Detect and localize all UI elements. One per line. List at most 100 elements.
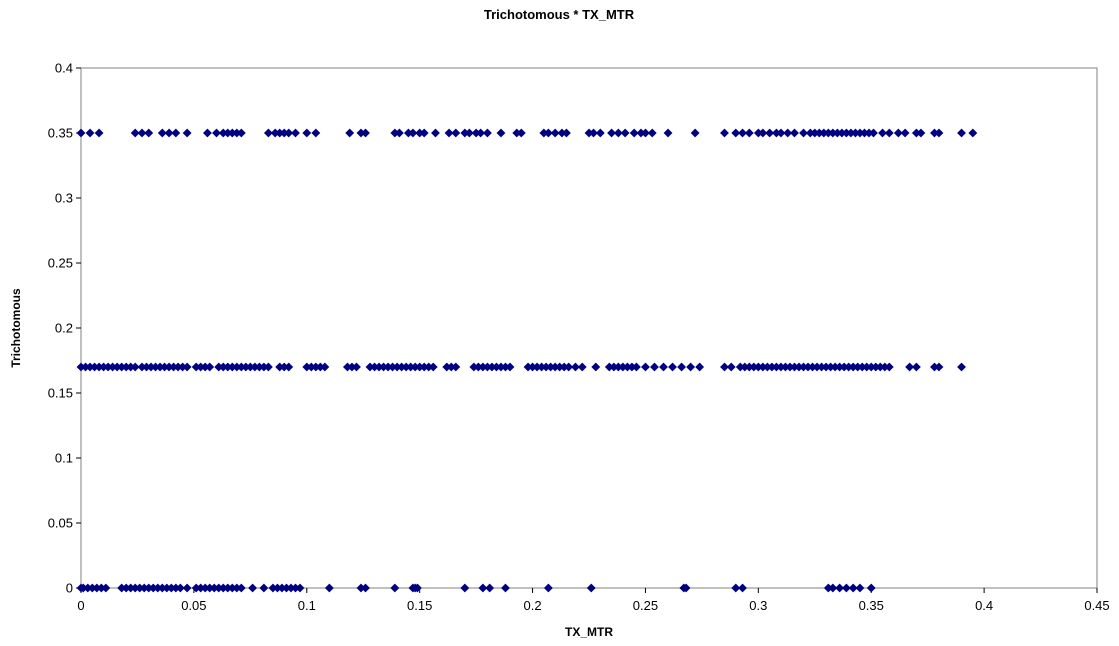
data-point — [591, 362, 601, 372]
data-point — [828, 583, 838, 593]
x-tick-label: 0.25 — [633, 598, 658, 613]
data-point — [677, 362, 686, 372]
data-point — [731, 583, 741, 593]
data-point — [835, 583, 845, 593]
data-point — [659, 362, 668, 372]
data-point — [641, 362, 650, 372]
plot-area — [80, 67, 1098, 589]
y-tick-label: 0.1 — [55, 451, 73, 466]
data-point — [776, 128, 786, 138]
data-point — [589, 128, 598, 138]
data-point — [284, 362, 294, 372]
data-point — [613, 128, 623, 138]
data-point — [957, 362, 966, 372]
data-point — [444, 128, 454, 138]
data-point — [720, 362, 729, 372]
chart-title: Trichotomous * TX_MTR — [484, 7, 635, 22]
data-point — [464, 128, 474, 138]
data-point — [934, 128, 944, 138]
x-tick-label: 0.1 — [298, 598, 316, 613]
data-point — [968, 128, 978, 138]
data-point — [650, 362, 659, 372]
data-point — [419, 128, 429, 138]
data-point — [731, 128, 741, 138]
data-point — [212, 128, 221, 138]
data-point — [550, 128, 560, 138]
data-point — [263, 128, 273, 138]
data-point — [893, 128, 903, 138]
data-point — [501, 583, 510, 593]
y-tick-label: 0.05 — [48, 516, 73, 531]
x-axis: 0 0.05 0.1 0.15 0.2 0.25 0.3 0.35 0.4 0.45 — [77, 588, 1110, 613]
data-point — [295, 583, 305, 593]
data-point — [543, 128, 553, 138]
data-point — [284, 128, 294, 138]
data-point — [516, 128, 526, 138]
data-point — [412, 583, 422, 593]
y-tick-label: 0.4 — [55, 61, 73, 76]
data-point — [175, 583, 185, 593]
data-point — [738, 583, 747, 593]
data-point — [695, 362, 705, 372]
data-point — [248, 583, 258, 593]
data-point — [505, 362, 515, 372]
data-point — [561, 128, 571, 138]
data-point — [905, 362, 915, 372]
data-point — [291, 128, 300, 138]
data-point — [485, 583, 495, 593]
data-point — [916, 128, 926, 138]
data-point — [476, 128, 486, 138]
data-point — [647, 128, 657, 138]
data-point — [744, 128, 754, 138]
data-point — [571, 362, 580, 372]
data-point — [345, 128, 355, 138]
data-point — [957, 128, 966, 138]
data-point — [690, 128, 700, 138]
data-point — [203, 128, 212, 138]
data-point — [726, 362, 736, 372]
x-tick-label: 0 — [77, 598, 84, 613]
data-point — [182, 128, 192, 138]
data-point — [848, 583, 858, 593]
data-point — [866, 583, 876, 593]
data-point — [564, 362, 574, 372]
y-tick-label: 0.35 — [48, 126, 73, 141]
data-point — [663, 128, 673, 138]
data-point — [408, 128, 418, 138]
y-tick-label: 0 — [66, 581, 73, 596]
data-point — [431, 128, 440, 138]
x-tick-label: 0.35 — [859, 598, 884, 613]
data-point — [496, 128, 506, 138]
data-point — [157, 128, 167, 138]
data-point — [799, 128, 808, 138]
data-point — [259, 583, 269, 593]
data-point — [302, 128, 312, 138]
data-point — [478, 583, 488, 593]
x-tick-label: 0.45 — [1084, 598, 1109, 613]
data-point — [607, 128, 617, 138]
data-point — [620, 128, 630, 138]
data-point — [101, 583, 111, 593]
data-point — [869, 128, 878, 138]
data-points — [76, 128, 978, 593]
data-point — [790, 128, 799, 138]
data-point — [681, 583, 691, 593]
data-point — [720, 128, 729, 138]
y-tick-label: 0.3 — [55, 191, 73, 206]
data-point — [324, 583, 334, 593]
data-point — [182, 583, 192, 593]
data-point — [482, 128, 492, 138]
data-point — [878, 128, 887, 138]
data-point — [320, 362, 330, 372]
data-point — [263, 362, 273, 372]
y-tick-label: 0.2 — [55, 321, 73, 336]
x-tick-label: 0.2 — [524, 598, 542, 613]
data-point — [205, 362, 215, 372]
data-point — [595, 128, 605, 138]
data-point — [855, 583, 865, 593]
data-point — [765, 128, 775, 138]
data-point — [182, 362, 192, 372]
data-point — [85, 128, 95, 138]
data-point — [94, 128, 104, 138]
data-point — [911, 362, 921, 372]
